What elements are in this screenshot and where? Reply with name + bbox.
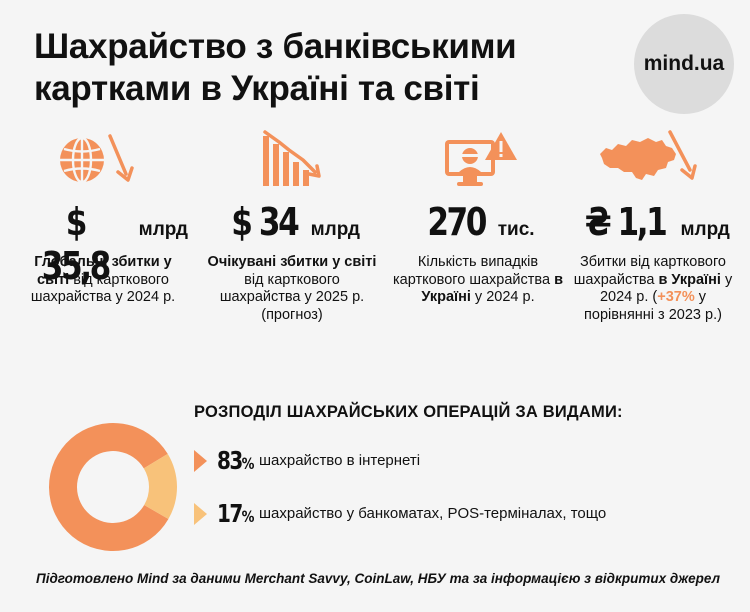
stat-desc-rest: у 2024 р. (470, 289, 535, 305)
donut-segment-2 (143, 453, 177, 519)
stat-unit: млрд (138, 219, 188, 240)
stat-desc-bold: в Україні (421, 271, 563, 306)
stat-expected-losses-2025: $ 34 млрд Очікувані збитки у світі від к… (207, 130, 377, 370)
stat-unit: млрд (680, 219, 730, 240)
legend-percent: 83% (217, 446, 254, 475)
legend-marker (194, 502, 207, 525)
stat-description: Очікувані збитки у світі від карткового … (207, 254, 377, 324)
stat-description: Збитки від карткового шахрайства в Украї… (568, 254, 738, 324)
legend-value: 17 (217, 499, 243, 528)
stat-number: $ 34 (231, 200, 300, 244)
mind-logo[interactable]: mind.ua (634, 14, 734, 114)
legend-internet-fraud: 83% шахрайство в інтернеті (194, 446, 420, 475)
stat-fraud-cases-ukraine: 270 тис. Кількість випадків карткового ш… (393, 130, 563, 370)
stat-desc-pre: Збитки від карткового шахрайства (573, 254, 726, 288)
globe-down-arrow-icon (60, 134, 134, 184)
legend-label: шахрайство в інтернеті (259, 452, 421, 469)
stat-description: Кількість випадків карткового шахрайства… (393, 254, 563, 307)
stat-desc-rest: у порівнянні з 2023 р.) (584, 289, 722, 323)
stat-desc-bold: Очікувані збитки у світі (207, 254, 377, 270)
bar-chart-down-arrow-icon (263, 130, 321, 186)
stat-unit: млрд (310, 219, 360, 240)
stat-value: $ 35,8 млрд (18, 200, 188, 288)
stat-value: ₴ 1,1 млрд (568, 200, 738, 244)
distribution-donut (48, 423, 177, 551)
stat-unit: тис. (497, 219, 535, 240)
stat-number: $ 35,8 (41, 200, 112, 288)
stat-desc-rest: від карткового шахрайства у 2024 р. (30, 271, 176, 306)
legend-atm-pos-fraud: 17% шахрайство у банкоматах, POS-терміна… (194, 499, 606, 528)
stat-desc-accent: +37% (657, 289, 695, 305)
stat-description: Глобальні збитки у світі від карткового … (18, 254, 188, 307)
stat-desc-pre: Кількість випадків карткового шахрайства (393, 254, 555, 288)
stat-number: 270 (427, 200, 488, 244)
donut-segment-1 (48, 423, 169, 551)
legend-percent: 17% (217, 499, 254, 528)
title-line-2: картками в Україні та світі (34, 69, 480, 108)
legend-marker (194, 449, 207, 472)
source-footer: Підготовлено Mind за даними Merchant Sav… (36, 571, 720, 586)
legend-unit: % (241, 507, 255, 526)
stat-value: $ 34 млрд (207, 200, 377, 244)
stat-desc-rest: від карткового шахрайства у 2025 р. (про… (219, 271, 365, 323)
stat-value: 270 тис. (393, 200, 563, 244)
distribution-heading: РОЗПОДІЛ ШАХРАЙСЬКИХ ОПЕРАЦІЙ ЗА ВИДАМИ: (194, 403, 623, 421)
stat-desc-bold: в Україні (658, 271, 721, 288)
stat-global-losses-2024: $ 35,8 млрд Глобальні збитки у світі від… (18, 130, 188, 370)
legend-unit: % (241, 454, 255, 473)
ukraine-map-down-arrow-icon (600, 130, 697, 180)
legend-label: шахрайство у банкоматах, POS-терміналах,… (259, 505, 607, 522)
title-line-1: Шахрайство з банківськими (34, 27, 517, 66)
page-title: Шахрайство з банківськими картками в Укр… (34, 26, 594, 110)
stat-desc-bold: Глобальні збитки у світі (34, 254, 172, 288)
stat-number: ₴ 1,1 (585, 200, 668, 244)
legend-value: 83 (217, 446, 243, 475)
stat-losses-ukraine-2024: ₴ 1,1 млрд Збитки від карткового шахрайс… (568, 130, 738, 370)
hacker-monitor-warning-icon (445, 132, 517, 186)
stat-desc-mid: у 2024 р. ( (599, 271, 733, 306)
stats-row: $ 35,8 млрд Глобальні збитки у світі від… (0, 130, 750, 370)
